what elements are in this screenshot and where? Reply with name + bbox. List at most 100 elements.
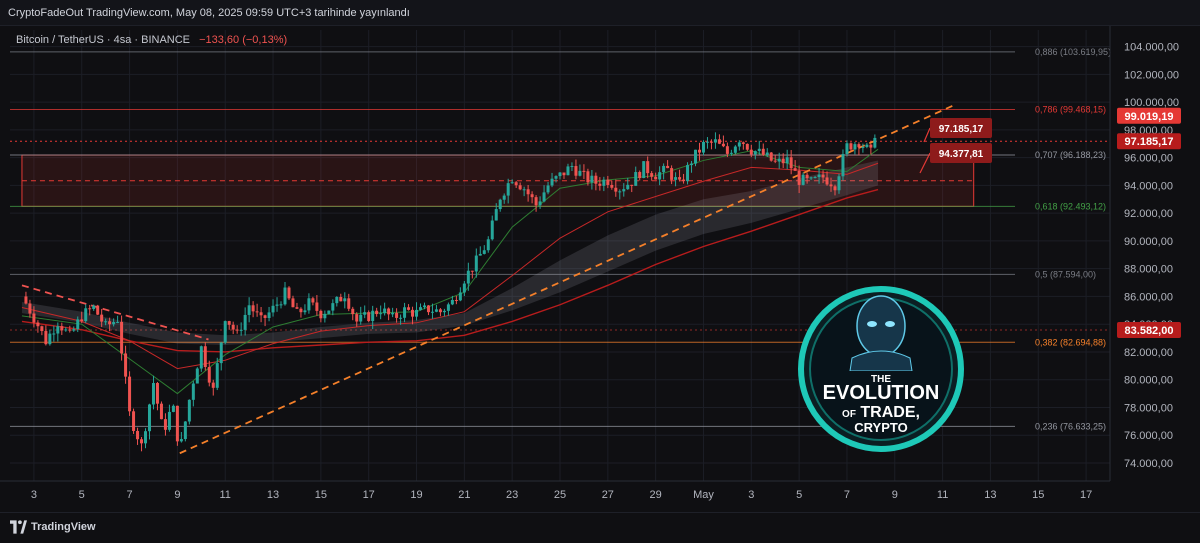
candle-body bbox=[100, 314, 104, 322]
candle-body bbox=[367, 312, 371, 322]
candle-body bbox=[733, 146, 737, 153]
candle-body bbox=[235, 329, 239, 331]
candle-body bbox=[159, 403, 163, 420]
candle-body bbox=[239, 329, 243, 331]
candle-body bbox=[749, 149, 753, 155]
candle-body bbox=[434, 309, 438, 312]
fib-label: 0,5 (87.594,00) bbox=[1035, 269, 1096, 279]
y-tick-label: 74.000,00 bbox=[1124, 458, 1173, 470]
price-chart[interactable]: 0,886 (103.619,95) 0,786 (99.468,15) 0,707… bbox=[0, 26, 1200, 512]
candle-body bbox=[108, 321, 112, 325]
candle-body bbox=[697, 149, 701, 153]
y-tick-label: 82.000,00 bbox=[1124, 347, 1173, 359]
candle-body bbox=[486, 239, 490, 251]
y-tick-label: 80.000,00 bbox=[1124, 375, 1173, 387]
candle-body bbox=[32, 313, 36, 323]
y-tick-label: 94.000,00 bbox=[1124, 180, 1173, 192]
candle-body bbox=[275, 304, 279, 306]
candles bbox=[24, 132, 877, 452]
ema-cloud bbox=[21, 160, 879, 346]
time-axis[interactable]: 3 5 7 9 11 13 15 17 19 21 23 25 27 29 May 3 5 7 9 11 13 15 17 bbox=[0, 480, 1110, 501]
candle-body bbox=[654, 176, 658, 180]
price-badge bbox=[1117, 133, 1181, 150]
candle-body bbox=[175, 405, 179, 442]
candle-body bbox=[566, 166, 570, 176]
candle-body bbox=[80, 319, 84, 322]
candle-body bbox=[570, 166, 574, 168]
candle-body bbox=[478, 253, 482, 256]
candle-body bbox=[407, 307, 411, 310]
callouts: 97.185,17 94.377,81 bbox=[919, 118, 992, 174]
candle-body bbox=[849, 143, 853, 150]
candle-body bbox=[678, 177, 682, 180]
candle-body bbox=[602, 179, 606, 186]
candle-body bbox=[757, 148, 761, 152]
candle-body bbox=[299, 308, 303, 313]
candle-body bbox=[837, 176, 841, 191]
candle-body bbox=[104, 321, 108, 323]
candle-body bbox=[147, 404, 151, 432]
candle-body bbox=[510, 182, 514, 184]
candle-body bbox=[586, 171, 590, 183]
callout-pointer bbox=[923, 127, 931, 143]
candle-body bbox=[303, 310, 307, 313]
y-tick-label: 88.000,00 bbox=[1124, 264, 1173, 276]
fib-label: 0,236 (76.633,25) bbox=[1035, 421, 1106, 431]
x-tick-label: 9 bbox=[174, 489, 180, 501]
candle-body bbox=[163, 419, 167, 430]
candle-body bbox=[287, 287, 291, 299]
candle-body bbox=[363, 312, 367, 315]
trendlines bbox=[21, 104, 955, 455]
candle-body bbox=[534, 197, 538, 206]
candle-body bbox=[295, 307, 299, 309]
candle-body bbox=[307, 298, 311, 311]
candle-body bbox=[841, 154, 845, 177]
x-tick-label: 7 bbox=[127, 489, 133, 501]
candle-body bbox=[861, 146, 865, 148]
candle-body bbox=[112, 322, 116, 325]
candle-body bbox=[415, 309, 419, 317]
publish-title: CryptoFadeOut TradingView.com, May 08, 2… bbox=[8, 7, 410, 19]
candle-body bbox=[151, 383, 155, 405]
candle-body bbox=[247, 305, 251, 315]
tradingview-brand[interactable]: TradingView bbox=[31, 521, 96, 533]
candle-body bbox=[24, 296, 28, 304]
candle-body bbox=[211, 382, 215, 388]
candle-body bbox=[215, 363, 219, 388]
candle-body bbox=[709, 141, 713, 143]
candle-body bbox=[717, 139, 721, 144]
fib-label: 0,707 (96.188,23) bbox=[1035, 150, 1106, 160]
candle-body bbox=[359, 314, 363, 322]
candle-body bbox=[721, 143, 725, 147]
logo-text: THE EVOLUTION OF TRADE, CRYPTO bbox=[823, 374, 940, 435]
x-tick-label: 15 bbox=[1032, 489, 1044, 501]
candle-body bbox=[323, 313, 327, 319]
candle-body bbox=[582, 170, 586, 172]
svg-text:THE: THE bbox=[871, 374, 891, 385]
x-tick-label: 3 bbox=[31, 489, 37, 501]
candle-body bbox=[622, 189, 626, 192]
candle-body bbox=[626, 184, 630, 190]
tradingview-logo-icon[interactable] bbox=[10, 520, 27, 534]
candle-body bbox=[72, 329, 76, 331]
price-axis[interactable]: 104.000,00102.000,00100.000,0098.000,009… bbox=[1109, 26, 1179, 481]
x-tick-label: 3 bbox=[748, 489, 754, 501]
candle-body bbox=[60, 326, 64, 331]
candle-body bbox=[670, 168, 674, 180]
x-tick-label: 5 bbox=[796, 489, 802, 501]
candle-body bbox=[279, 304, 283, 306]
candle-body bbox=[387, 308, 391, 315]
candle-body bbox=[634, 172, 638, 186]
candle-body bbox=[701, 141, 705, 153]
callout-box bbox=[930, 118, 992, 138]
candle-body bbox=[371, 310, 375, 322]
candle-body bbox=[845, 143, 849, 155]
candle-body bbox=[120, 321, 124, 354]
candle-body bbox=[578, 170, 582, 176]
x-tick-label: 7 bbox=[844, 489, 850, 501]
candle-body bbox=[259, 312, 263, 316]
candle-body bbox=[446, 304, 450, 311]
candle-body bbox=[502, 195, 506, 200]
candle-body bbox=[391, 312, 395, 315]
candle-body bbox=[773, 160, 777, 162]
